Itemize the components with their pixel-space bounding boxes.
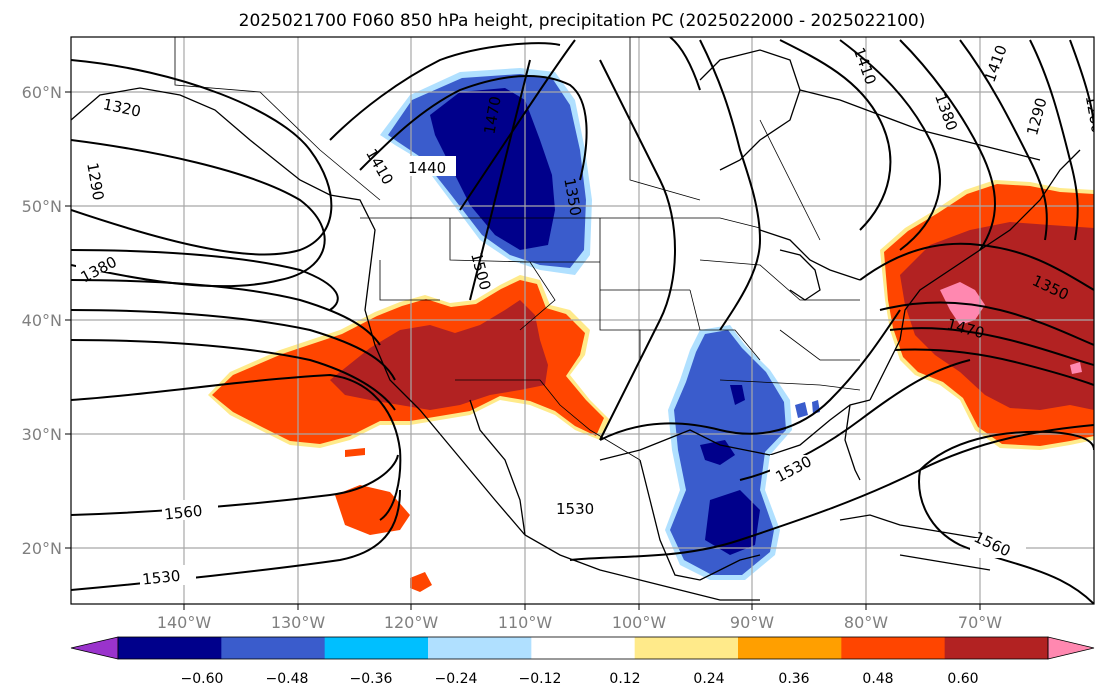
lon-label: 110°W bbox=[498, 613, 553, 632]
lon-label: 100°W bbox=[612, 613, 667, 632]
colorbar-tick: −0.48 bbox=[266, 671, 309, 687]
colorbar-tick: 0.48 bbox=[862, 671, 893, 687]
contour-label-1560-west: 1560 bbox=[163, 502, 203, 524]
lat-label: 30°N bbox=[22, 425, 62, 444]
lon-axis: 140°W 130°W 120°W 110°W 100°W 90°W 80°W … bbox=[157, 604, 1002, 632]
colorbar-tick: −0.24 bbox=[435, 671, 478, 687]
lon-label: 90°W bbox=[730, 613, 774, 632]
lat-label: 40°N bbox=[22, 311, 62, 330]
colorbar-swatch bbox=[428, 637, 532, 659]
colorbar-frame bbox=[117, 636, 1049, 660]
colorbar-tick: 0.60 bbox=[947, 671, 978, 687]
gridlines bbox=[71, 37, 1094, 604]
colorbar-swatch bbox=[944, 637, 1049, 659]
lon-label: 80°W bbox=[844, 613, 888, 632]
colorbar-swatch bbox=[738, 637, 842, 659]
colorbar-extend-high bbox=[1047, 636, 1095, 660]
colorbar-extend-low bbox=[70, 636, 119, 660]
lon-label: 140°W bbox=[157, 613, 212, 632]
precip-anomaly-shading bbox=[208, 68, 1094, 592]
figure-title: 2025021700 F060 850 hPa height, precipit… bbox=[239, 11, 926, 31]
political-borders bbox=[174, 37, 861, 461]
contour-label-1440: 1440 bbox=[408, 159, 446, 177]
lat-axis: 60°N 50°N 40°N 30°N 20°N bbox=[22, 83, 71, 558]
colorbar-swatch bbox=[634, 637, 739, 659]
colorbar-tick: 0.24 bbox=[693, 671, 724, 687]
contour-label-1530-west: 1530 bbox=[141, 567, 181, 589]
colorbar-swatch bbox=[324, 637, 429, 659]
colorbar-tick: −0.36 bbox=[350, 671, 393, 687]
map-panel: 1320 1290 1380 1410 1440 1470 1500 1350 … bbox=[71, 37, 1094, 604]
colorbar-tick: −0.12 bbox=[519, 671, 562, 687]
lat-label: 20°N bbox=[22, 539, 62, 558]
lat-label: 50°N bbox=[22, 197, 62, 216]
colorbar: −0.60 −0.48 −0.36 −0.24 −0.12 0.12 0.24 … bbox=[70, 636, 1095, 687]
lat-label: 60°N bbox=[22, 83, 62, 102]
lon-label: 120°W bbox=[384, 613, 439, 632]
colorbar-tick: −0.60 bbox=[181, 671, 224, 687]
lon-label: 70°W bbox=[958, 613, 1002, 632]
contour-labels: 1320 1290 1380 1410 1440 1470 1500 1350 … bbox=[76, 43, 1094, 589]
coastlines bbox=[71, 49, 1081, 601]
colorbar-tick: 0.36 bbox=[778, 671, 809, 687]
colorbar-swatch bbox=[118, 637, 222, 659]
colorbar-swatch bbox=[531, 637, 636, 659]
colorbar-swatch bbox=[221, 637, 326, 659]
lon-label: 130°W bbox=[271, 613, 326, 632]
contour-label-1530-center: 1530 bbox=[556, 500, 594, 518]
colorbar-swatch bbox=[841, 637, 946, 659]
colorbar-tick: 0.12 bbox=[609, 671, 640, 687]
